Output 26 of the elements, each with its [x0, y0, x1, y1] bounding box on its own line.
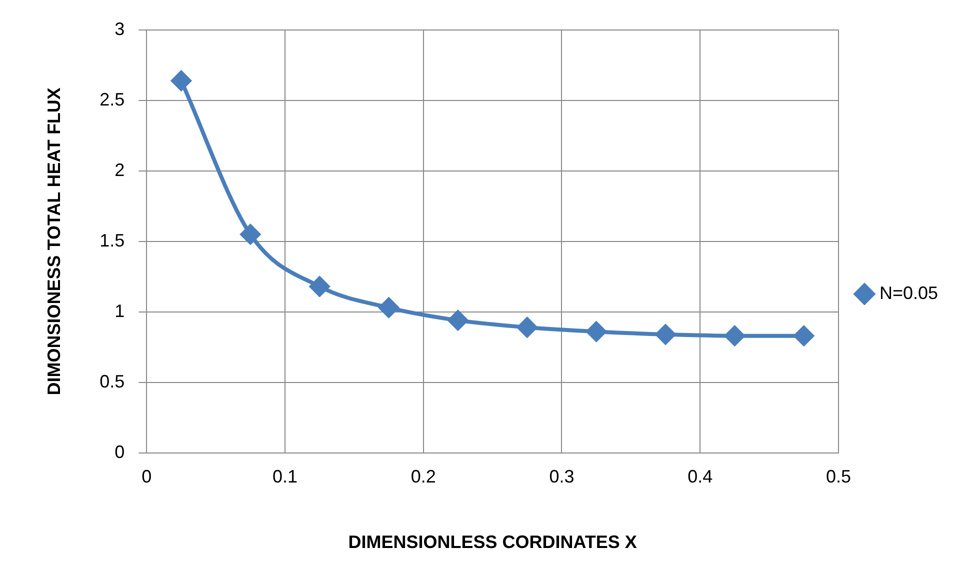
legend-label: N=0.05 — [879, 282, 938, 303]
y-tick-label: 0 — [114, 442, 125, 462]
x-tick-label: 0.3 — [549, 466, 574, 487]
point — [448, 310, 468, 330]
point — [240, 224, 260, 244]
point — [724, 326, 745, 346]
x-tick-label: 0.1 — [272, 466, 298, 487]
point — [586, 322, 606, 342]
x-tick-label: 0 — [142, 466, 152, 487]
x-axis-title: DIMENSIONLESS CORDINATES X — [348, 532, 637, 552]
point — [794, 326, 814, 346]
y-tick-label: 2.5 — [100, 89, 125, 110]
x-tick-label: 0.4 — [688, 466, 713, 487]
y-tick-label: 1.5 — [100, 230, 125, 250]
y-tick-label: 0.5 — [100, 371, 125, 392]
point — [517, 317, 538, 338]
x-tick-label: 0.5 — [826, 466, 851, 487]
point — [656, 324, 676, 344]
y-tick-label: 1 — [114, 300, 125, 321]
x-tick-label: 0.2 — [410, 466, 436, 487]
y-axis-title: DIMONSIONESS TOTAL HEAT FLUX — [44, 88, 64, 396]
point — [378, 298, 399, 318]
y-tick-label: 3 — [114, 18, 125, 39]
point — [310, 276, 330, 296]
point — [171, 70, 192, 91]
y-tick-label: 2 — [114, 160, 125, 180]
